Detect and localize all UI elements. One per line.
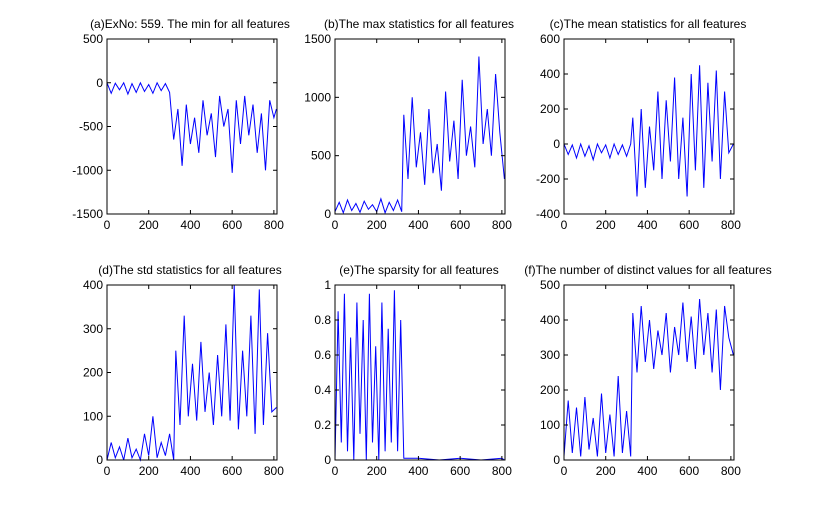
- subplot-c-axes-frame: [563, 38, 735, 215]
- subplot-b-x-tick-label-3: 600: [450, 218, 470, 232]
- subplot-d-y-tick-label-3: 300: [83, 322, 103, 336]
- subplot-e-y-tick-label-4: 0.8: [314, 313, 331, 327]
- subplot-b-y-tick-label-2: 1000: [304, 90, 331, 104]
- subplot-b: (b)The max statistics for all features 0…: [304, 17, 514, 232]
- subplot-a-series-0-line: [106, 81, 277, 173]
- subplot-b-y-tick-label-1: 500: [311, 149, 331, 163]
- subplot-e-x-tick-label-3: 600: [450, 464, 470, 478]
- subplot-d-x-tick-label-1: 200: [139, 464, 159, 478]
- subplot-d-x-tick-label-2: 400: [180, 464, 200, 478]
- subplot-f-axes-frame: [563, 284, 735, 461]
- subplot-c-y-tick-label-1: -200: [536, 172, 560, 186]
- subplot-d-y-tick-label-0: 0: [96, 453, 103, 467]
- subplot-c-x-tick-label-2: 400: [637, 218, 657, 232]
- subplot-f-y-tick-label-2: 200: [540, 383, 560, 397]
- subplot-c-y-tick-label-5: 600: [540, 32, 560, 46]
- subplot-e-axes-frame: [334, 284, 506, 461]
- subplot-d-y-tick-label-1: 100: [83, 409, 103, 423]
- subplot-a-y-tick-label-3: 0: [96, 76, 103, 90]
- subplot-c-y-tick-label-3: 200: [540, 102, 560, 116]
- subplot-b-x-tick-label-4: 800: [492, 218, 512, 232]
- subplot-a-x-tick-label-0: 0: [104, 218, 111, 232]
- subplot-f-y-tick-label-3: 300: [540, 348, 560, 362]
- subplot-c-x-tick-label-0: 0: [561, 218, 568, 232]
- subplot-d-y-tick-label-2: 200: [83, 366, 103, 380]
- subplot-a: (a)ExNo: 559. The min for all features 0…: [72, 17, 290, 232]
- subplot-d-y-tick-label-4: 400: [83, 278, 103, 292]
- subplot-d-x-tick-label-3: 600: [222, 464, 242, 478]
- subplot-e-x-tick-label-1: 200: [367, 464, 387, 478]
- subplot-c-x-tick-label-3: 600: [679, 218, 699, 232]
- subplot-a-x-tick-label-2: 400: [180, 218, 200, 232]
- subplot-b-axes-frame: [334, 38, 506, 215]
- subplot-e: (e)The sparsity for all features 0 200 400…: [314, 263, 512, 478]
- subplot-e-y-tick-label-5: 1: [324, 278, 331, 292]
- subplot-c-x-tick-label-1: 200: [596, 218, 616, 232]
- subplot-a-x-tick-label-3: 600: [222, 218, 242, 232]
- subplot-f-x-tick-label-0: 0: [561, 464, 568, 478]
- subplot-a-x-tick-label-1: 200: [139, 218, 159, 232]
- subplot-d-title: (d)The std statistics for all features: [98, 263, 281, 277]
- subplot-a-y-tick-label-1: -1000: [72, 163, 103, 177]
- subplot-b-x-tick-label-0: 0: [332, 218, 339, 232]
- subplot-e-x-tick-label-2: 400: [408, 464, 428, 478]
- subplot-a-y-tick-label-4: 500: [83, 32, 103, 46]
- subplot-a-x-tick-label-4: 800: [264, 218, 284, 232]
- subplot-c-title: (c)The mean statistics for all features: [550, 17, 747, 31]
- subplot-d-x-tick-label-0: 0: [104, 464, 111, 478]
- subplot-f-x-tick-label-4: 800: [721, 464, 741, 478]
- subplot-f-y-tick-label-5: 500: [540, 278, 560, 292]
- subplot-e-y-tick-label-1: 0.2: [314, 418, 331, 432]
- subplot-e-title: (e)The sparsity for all features: [339, 263, 498, 277]
- subplot-b-x-tick-label-2: 400: [408, 218, 428, 232]
- subplot-c-series-0-line: [563, 65, 734, 197]
- subplot-f-x-tick-label-3: 600: [679, 464, 699, 478]
- subplot-b-title: (b)The max statistics for all features: [324, 17, 514, 31]
- subplot-e-x-tick-label-4: 800: [492, 464, 512, 478]
- subplot-a-title: (a)ExNo: 559. The min for all features: [90, 17, 290, 31]
- subplot-e-x-tick-label-0: 0: [332, 464, 339, 478]
- subplot-f-y-tick-label-1: 100: [540, 418, 560, 432]
- subplot-f-title: (f)The number of distinct values for all…: [524, 263, 771, 277]
- subplot-c-x-tick-label-4: 800: [721, 218, 741, 232]
- subplot-d-series-0-line: [106, 284, 277, 462]
- subplot-f-x-tick-label-2: 400: [637, 464, 657, 478]
- subplot-f-y-tick-label-4: 400: [540, 313, 560, 327]
- subplot-b-series-0-line: [334, 56, 505, 215]
- subplot-b-y-tick-label-0: 0: [324, 207, 331, 221]
- subplot-a-y-tick-label-2: -500: [79, 120, 103, 134]
- subplot-f: (f)The number of distinct values for all…: [524, 263, 771, 478]
- subplot-f-series-0-line: [563, 298, 734, 457]
- subplot-d: (d)The std statistics for all features 0…: [83, 263, 284, 478]
- subplot-c-y-tick-label-0: -400: [536, 207, 560, 221]
- subplot-c-y-tick-label-2: 0: [553, 137, 560, 151]
- subplot-f-x-tick-label-1: 200: [596, 464, 616, 478]
- subplot-f-y-tick-label-0: 0: [553, 453, 560, 467]
- subplot-d-x-tick-label-4: 800: [264, 464, 284, 478]
- subplot-c: (c)The mean statistics for all features …: [536, 17, 746, 232]
- subplot-b-x-tick-label-1: 200: [367, 218, 387, 232]
- subplot-e-y-tick-label-2: 0.4: [314, 383, 331, 397]
- subplot-c-y-tick-label-4: 400: [540, 67, 560, 81]
- subplot-b-y-tick-label-3: 1500: [304, 32, 331, 46]
- subplot-e-y-tick-label-0: 0: [324, 453, 331, 467]
- subplot-a-y-tick-label-0: -1500: [72, 207, 103, 221]
- subplot-e-y-tick-label-3: 0.6: [314, 348, 331, 362]
